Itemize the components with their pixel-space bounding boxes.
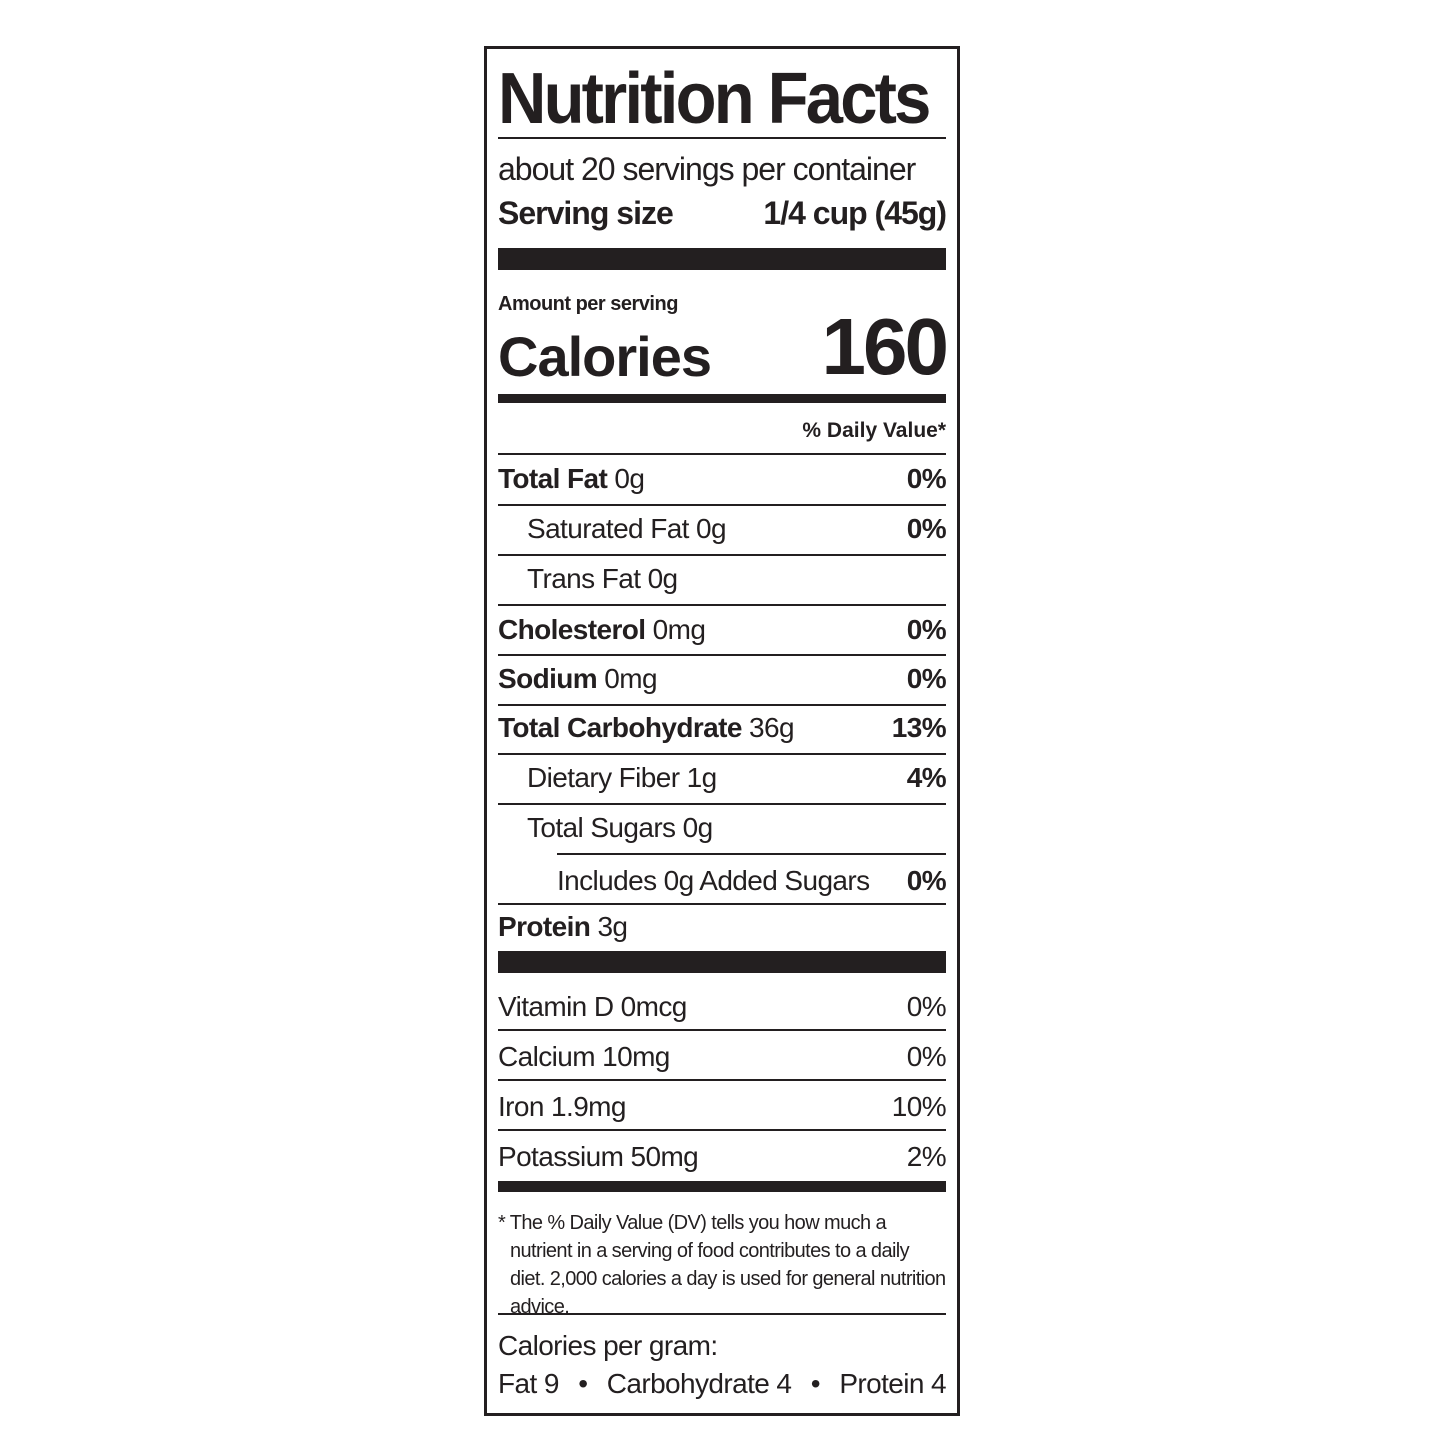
vitamin-name: Vitamin D [498, 991, 614, 1022]
vitamin-row-iron: Iron 1.9mg 10% [498, 1083, 947, 1131]
vitamin-row-vitamin-d: Vitamin D 0mcg 0% [498, 983, 947, 1031]
medium-divider [498, 394, 946, 403]
nutrient-name: Total Carbohydrate [498, 712, 742, 743]
nutrition-facts-label: Nutrition Facts about 20 servings per co… [484, 46, 960, 1416]
nutrient-row-total-sugars: Total Sugars 0g [527, 804, 946, 852]
divider [498, 554, 946, 556]
nutrient-dv: 0% [906, 865, 947, 896]
nutrient-row-trans-fat: Trans Fat 0g [527, 555, 946, 603]
nutrient-amount: 0mg [652, 614, 706, 645]
nutrient-amount: 3g [597, 911, 628, 942]
vitamin-amount: 0mcg [620, 991, 688, 1022]
calories-per-gram: Calories per gram: Fat 9 • Carbohydrate … [498, 1327, 947, 1403]
vitamin-dv: 10% [891, 1091, 947, 1122]
nutrient-dv: 0% [906, 614, 947, 645]
label-title: Nutrition Facts [498, 59, 931, 139]
divider [498, 753, 946, 755]
divider [498, 704, 946, 706]
bullet-separator: • [578, 1368, 588, 1399]
cpg-carbohydrate: Carbohydrate 4 [606, 1368, 792, 1399]
nutrient-amount: 0mg [604, 663, 657, 694]
divider [498, 654, 946, 656]
vitamin-name: Calcium [498, 1041, 596, 1072]
bullet-separator: • [810, 1368, 821, 1399]
nutrient-row-cholesterol: Cholesterol 0mg 0% [498, 606, 947, 654]
amount-per-serving: Amount per serving [498, 293, 678, 315]
medium-divider [498, 1181, 946, 1192]
nutrient-dv: 0% [906, 463, 947, 494]
vitamin-dv: 0% [906, 1041, 947, 1072]
servings-per-container: about 20 servings per container [498, 151, 916, 187]
cpg-fat: Fat 9 [498, 1368, 559, 1399]
calories-value: 160 [821, 302, 949, 391]
vitamin-dv: 2% [906, 1141, 947, 1172]
divider [498, 1029, 946, 1031]
serving-size-value: 1/4 cup (45g) [763, 195, 947, 231]
nutrient-amount: 0g [647, 563, 679, 594]
thick-divider [498, 951, 946, 973]
nutrient-row-saturated-fat: Saturated Fat 0g 0% [527, 505, 947, 553]
daily-value-header: % Daily Value* [802, 419, 946, 442]
vitamin-amount: 1.9mg [551, 1091, 626, 1122]
nutrient-row-added-sugars: Includes 0g Added Sugars 0% [557, 857, 947, 905]
divider [498, 903, 946, 905]
nutrient-row-dietary-fiber: Dietary Fiber 1g 4% [527, 754, 947, 802]
divider [498, 1313, 946, 1315]
serving-size-label: Serving size [498, 195, 674, 231]
nutrient-name: Saturated Fat [527, 513, 689, 544]
calories-row: Calories 160 [498, 302, 949, 391]
nutrient-name: Sodium [498, 663, 598, 694]
vitamin-dv: 0% [906, 991, 947, 1022]
nutrient-row-protein: Protein 3g [498, 903, 946, 951]
nutrient-amount: 1g [686, 762, 718, 793]
nutrient-name: Cholesterol [498, 614, 646, 645]
nutrient-amount: 36g [749, 712, 795, 743]
vitamin-amount: 50mg [630, 1141, 699, 1172]
divider [498, 137, 946, 139]
nutrient-dv: 0% [906, 513, 947, 544]
serving-size: Serving size 1/4 cup (45g) [498, 193, 947, 233]
divider [498, 803, 946, 805]
cpg-protein: Protein 4 [839, 1368, 946, 1399]
vitamin-amount: 10mg [602, 1041, 670, 1072]
vitamin-row-calcium: Calcium 10mg 0% [498, 1033, 947, 1081]
daily-value-footnote: * The % Daily Value (DV) tells you how m… [498, 1212, 946, 1318]
divider [557, 853, 946, 855]
divider [498, 1079, 946, 1081]
nutrient-name: Trans Fat [527, 563, 641, 594]
nutrient-name: Total Sugars [527, 812, 676, 843]
calories-label: Calories [498, 325, 712, 388]
nutrient-amount: 0g [682, 812, 714, 843]
nutrient-row-total-fat: Total Fat 0g 0% [498, 455, 947, 503]
nutrient-name: Total Fat [498, 463, 608, 494]
nutrient-row-sodium: Sodium 0mg 0% [498, 655, 947, 703]
nutrient-row-total-carbohydrate: Total Carbohydrate 36g 13% [498, 704, 947, 752]
nutrient-name: Dietary Fiber [527, 762, 680, 793]
divider [498, 504, 946, 506]
nutrient-name: Includes 0g Added Sugars [557, 865, 870, 896]
vitamin-name: Iron [498, 1091, 544, 1122]
nutrient-amount: 0g [696, 513, 727, 544]
nutrient-dv: 4% [906, 762, 947, 793]
divider [498, 1129, 946, 1131]
nutrient-amount: 0g [614, 463, 645, 494]
divider [498, 453, 946, 455]
nutrient-name: Protein [498, 911, 591, 942]
calories-per-gram-label: Calories per gram: [498, 1330, 718, 1361]
divider [498, 604, 946, 606]
vitamin-row-potassium: Potassium 50mg 2% [498, 1133, 947, 1181]
nutrient-dv: 13% [891, 712, 947, 743]
nutrient-dv: 0% [906, 663, 947, 694]
vitamin-name: Potassium [498, 1141, 624, 1172]
thick-divider [498, 248, 946, 270]
